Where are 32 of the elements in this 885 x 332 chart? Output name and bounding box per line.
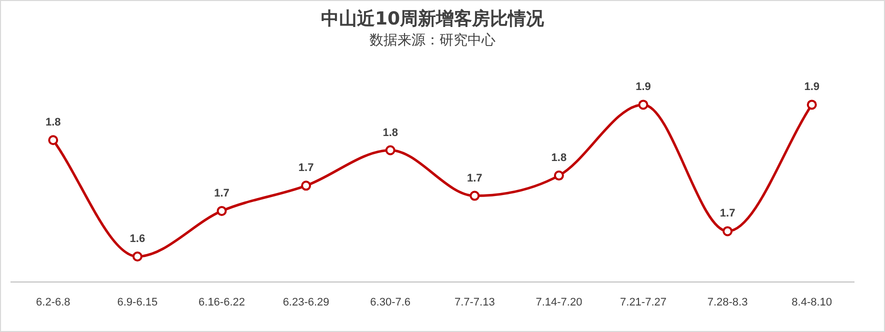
x-tick-label: 6.23-6.29	[282, 296, 330, 308]
data-label: 1.7	[720, 208, 736, 220]
point	[301, 180, 312, 191]
data-label: 1.8	[46, 116, 61, 129]
point	[385, 145, 396, 156]
point	[806, 100, 817, 110]
point	[638, 100, 648, 110]
point	[132, 252, 142, 262]
x-tick-label: 6.16-6.22	[198, 296, 245, 308]
data-label: 1.8	[551, 152, 567, 164]
data-label: 1.9	[804, 81, 820, 94]
point	[554, 170, 564, 181]
x-tick-label: 7.21-7.27	[620, 296, 666, 308]
data-label: 1.9	[636, 81, 651, 94]
data-label: 1.7	[467, 172, 482, 184]
point	[48, 135, 58, 146]
x-tick-label: 7.28-8.3	[707, 296, 748, 308]
chart-subtitle: 数据来源：研究中心	[370, 32, 496, 49]
point	[722, 226, 733, 236]
data-label: 1.7	[298, 162, 314, 174]
data-label: 1.7	[214, 187, 230, 200]
data-label: 1.6	[130, 233, 146, 246]
x-tick-label: 7.14-7.20	[536, 296, 582, 308]
chart-title: 中山近10周新增客房比情况	[320, 8, 546, 30]
x-tick-label: 8.4-8.10	[792, 296, 832, 308]
x-tick-label: 6.9-6.15	[117, 296, 158, 308]
point	[216, 206, 227, 216]
x-tick-label: 7.7-7.13	[454, 296, 495, 308]
data-label: 1.8	[382, 126, 398, 139]
x-tick-label: 6.30-7.6	[370, 296, 411, 308]
point	[470, 190, 480, 201]
x-tick-label: 6.2-6.8	[36, 296, 70, 308]
